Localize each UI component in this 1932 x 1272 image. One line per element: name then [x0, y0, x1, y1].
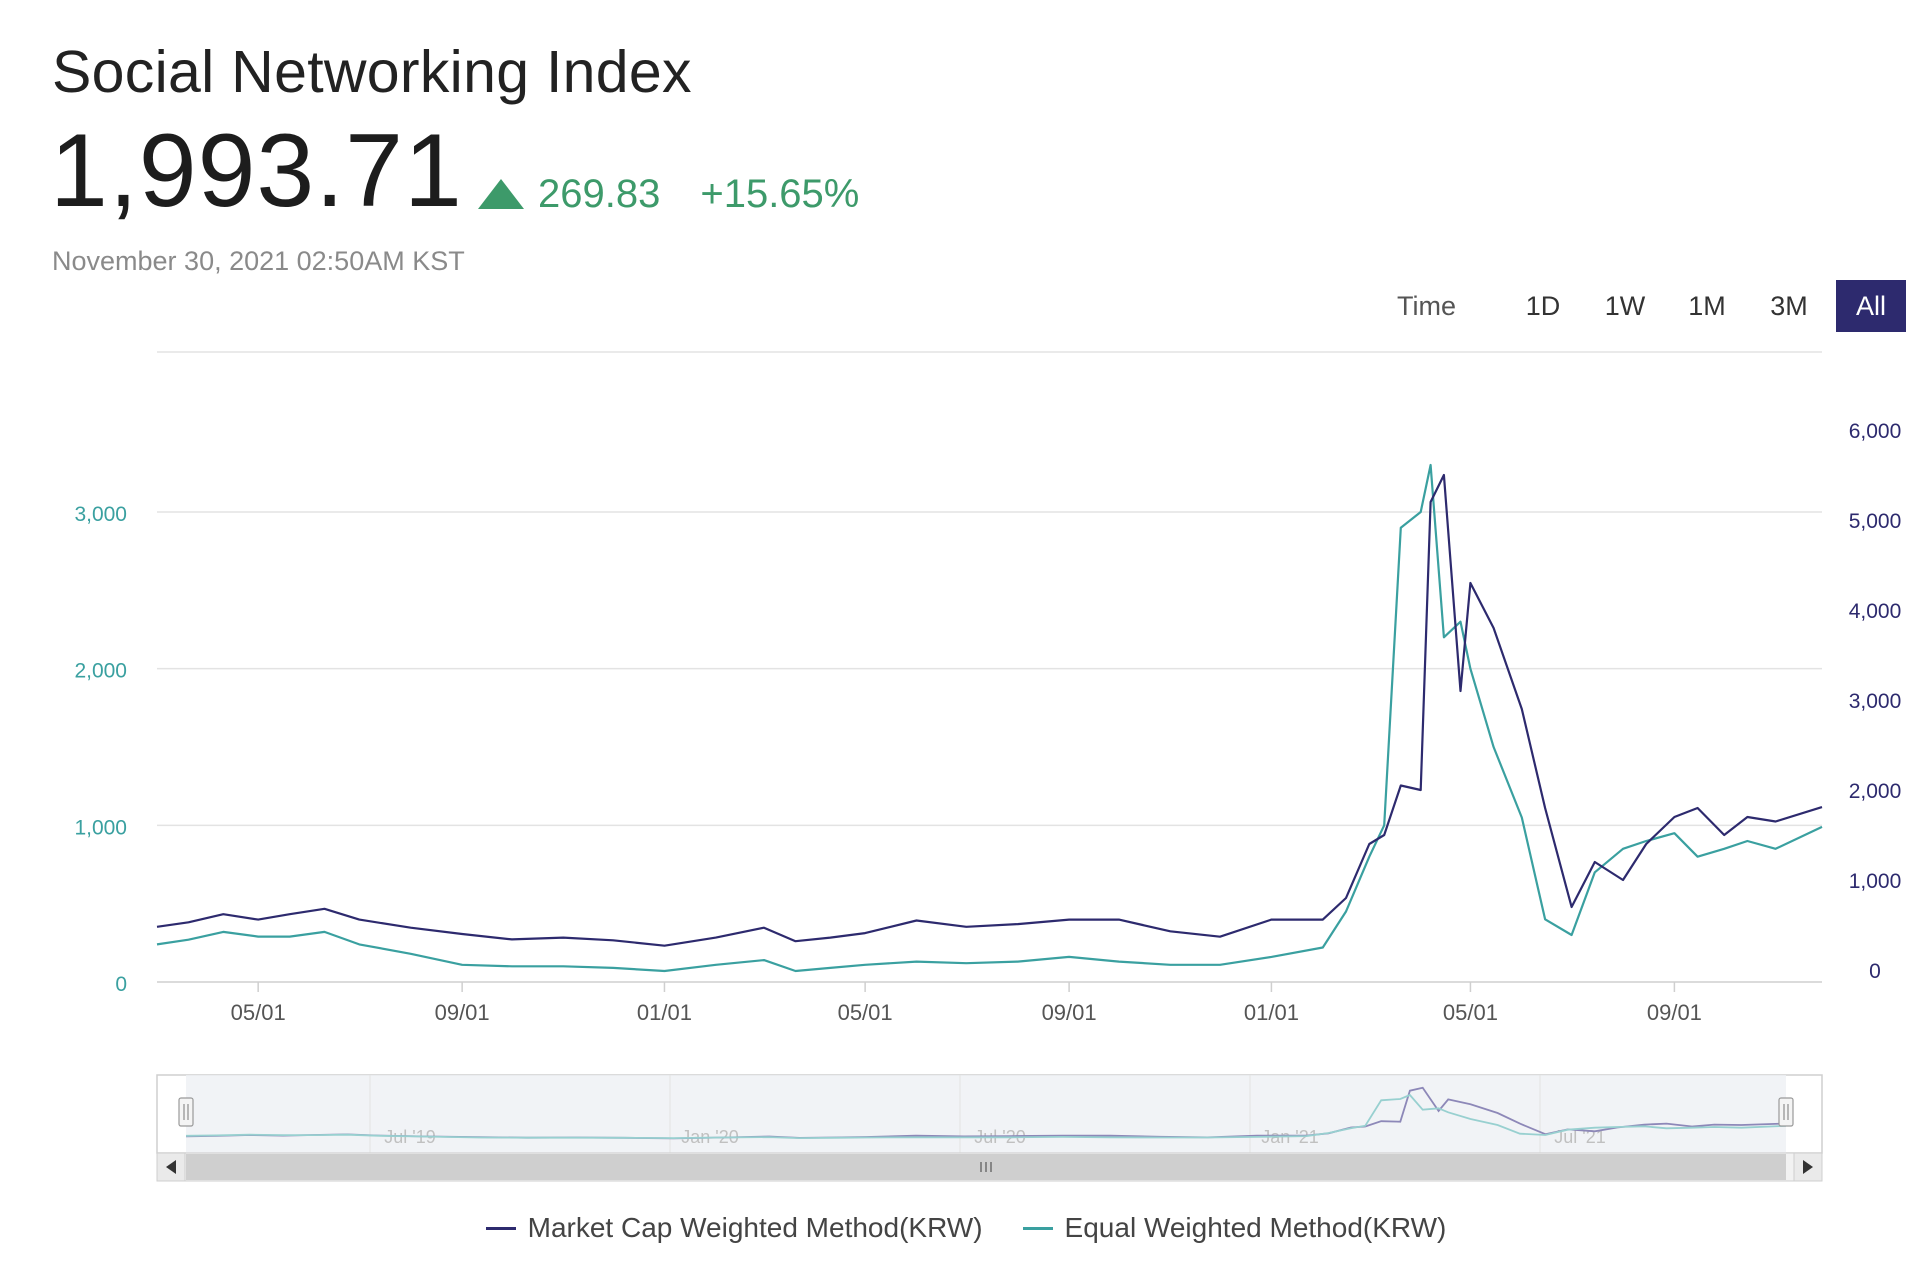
time-range-selector: Time 1D 1W 1M 3M All [1397, 280, 1906, 332]
navigator-handle-left[interactable] [178, 1097, 194, 1127]
arrow-right-icon [1803, 1160, 1813, 1174]
legend-item-market-cap[interactable]: Market Cap Weighted Method(KRW) [485, 1212, 983, 1244]
x-tick-label: 09/01 [1042, 1000, 1097, 1025]
range-button-all[interactable]: All [1836, 280, 1906, 332]
navigator-handle-right[interactable] [1778, 1097, 1794, 1127]
legend-label-market-cap: Market Cap Weighted Method(KRW) [527, 1212, 983, 1243]
y-left-tick-label: 1,000 [74, 816, 127, 839]
range-button-1d[interactable]: 1D [1525, 290, 1561, 321]
x-tick-label: 09/01 [1647, 1000, 1702, 1025]
y-right-tick-label: 2,000 [1849, 780, 1902, 803]
index-price: 1,993.71 [50, 113, 463, 229]
y-left-tick-label: 2,000 [74, 660, 127, 683]
range-button-1m[interactable]: 1M [1688, 290, 1726, 321]
legend-label-equal: Equal Weighted Method(KRW) [1064, 1212, 1447, 1243]
y-right-tick-label: 1,000 [1849, 870, 1902, 893]
y-right-tick-label: 0 [1869, 960, 1881, 983]
legend-swatch-market-cap [485, 1226, 516, 1230]
range-button-3m[interactable]: 3M [1770, 290, 1808, 321]
timestamp: November 30, 2021 02:50AM KST [52, 246, 465, 276]
x-tick-label: 05/01 [1443, 1000, 1498, 1025]
x-tick-label: 01/01 [1244, 1000, 1299, 1025]
change-percent: +15.65% [700, 171, 860, 216]
x-tick-label: 01/01 [637, 1000, 692, 1025]
y-left-tick-label: 0 [115, 973, 127, 996]
y-right-tick-label: 4,000 [1849, 600, 1902, 623]
arrow-left-icon [166, 1160, 176, 1174]
chart-legend: Market Cap Weighted Method(KRW) Equal We… [0, 1212, 1932, 1244]
x-tick-label: 05/01 [231, 1000, 286, 1025]
range-label: Time [1397, 290, 1456, 321]
y-right-tick-label: 3,000 [1849, 690, 1902, 713]
y-right-tick-label: 6,000 [1849, 420, 1902, 443]
series-line-market-cap [156, 473, 1823, 947]
x-tick-label: 05/01 [838, 1000, 893, 1025]
legend-item-equal[interactable]: Equal Weighted Method(KRW) [1022, 1212, 1447, 1244]
y-left-tick-label: 3,000 [74, 503, 127, 526]
series-line-equal-weighted [156, 463, 1823, 973]
y-right-tick-label: 5,000 [1849, 510, 1902, 533]
price-change: 269.83 +15.65% [478, 168, 859, 220]
legend-swatch-equal [1022, 1226, 1053, 1230]
triangle-up-icon [478, 179, 524, 209]
range-button-1w[interactable]: 1W [1604, 290, 1646, 321]
x-tick-label: 09/01 [435, 1000, 490, 1025]
page-title: Social Networking Index [52, 39, 692, 105]
navigator-series-equal [185, 1093, 1787, 1140]
navigator-selected-range [186, 1075, 1786, 1153]
change-value: 269.83 [538, 171, 661, 216]
